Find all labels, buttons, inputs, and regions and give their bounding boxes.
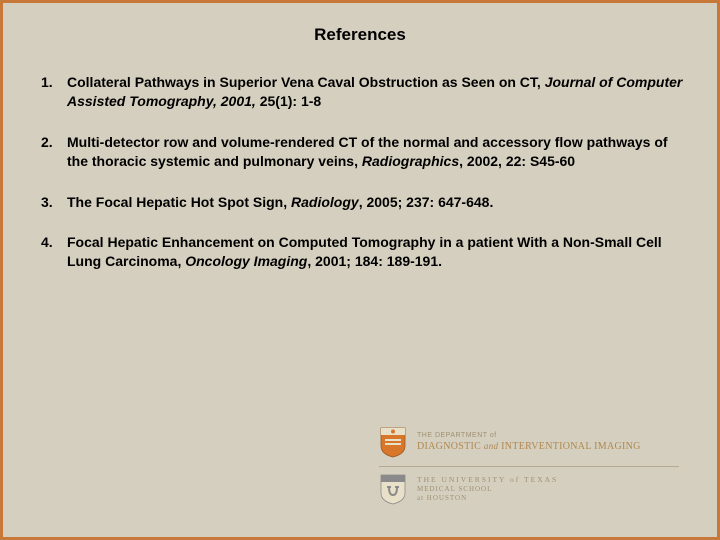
references-list: 1. Collateral Pathways in Superior Vena … [3, 73, 717, 271]
reference-text-main: Collateral Pathways in Superior Vena Cav… [67, 74, 545, 90]
reference-text: Focal Hepatic Enhancement on Computed To… [67, 233, 687, 271]
reference-item: 2. Multi-detector row and volume-rendere… [41, 133, 687, 171]
reference-item: 1. Collateral Pathways in Superior Vena … [41, 73, 687, 111]
reference-text: Collateral Pathways in Superior Vena Cav… [67, 73, 687, 111]
reference-text: Multi-detector row and volume-rendered C… [67, 133, 687, 171]
university-text: THE UNIVERSITY of TEXAS MEDICAL SCHOOL a… [417, 475, 558, 503]
department-logo-row: THE DEPARTMENT of DIAGNOSTIC and INTERVE… [379, 422, 679, 462]
reference-number: 2. [41, 133, 67, 171]
department-text: THE DEPARTMENT of DIAGNOSTIC and INTERVE… [417, 431, 641, 453]
university-name: THE UNIVERSITY of TEXAS [417, 475, 558, 484]
institution-logo-block: THE DEPARTMENT of DIAGNOSTIC and INTERVE… [379, 422, 679, 509]
reference-number: 4. [41, 233, 67, 271]
reference-citation: , 2005; 237: 647-648. [359, 194, 494, 210]
department-name: DIAGNOSTIC and INTERVENTIONAL IMAGING [417, 440, 641, 453]
reference-citation: , 2001; 184: 189-191. [307, 253, 442, 269]
reference-journal: Radiology [291, 194, 359, 210]
shield-icon [379, 426, 407, 458]
university-school: MEDICAL SCHOOL at HOUSTON [417, 485, 558, 503]
shield-icon [379, 473, 407, 505]
department-prefix: THE DEPARTMENT of [417, 431, 641, 440]
reference-item: 3. The Focal Hepatic Hot Spot Sign, Radi… [41, 193, 687, 212]
reference-number: 3. [41, 193, 67, 212]
reference-item: 4. Focal Hepatic Enhancement on Computed… [41, 233, 687, 271]
page-title: References [3, 25, 717, 45]
reference-text: The Focal Hepatic Hot Spot Sign, Radiolo… [67, 193, 687, 212]
university-logo-row: THE UNIVERSITY of TEXAS MEDICAL SCHOOL a… [379, 466, 679, 509]
reference-number: 1. [41, 73, 67, 111]
reference-text-main: The Focal Hepatic Hot Spot Sign, [67, 194, 291, 210]
reference-citation: , 2002, 22: S45-60 [459, 153, 575, 169]
reference-journal: Radiographics [362, 153, 459, 169]
reference-citation: 25(1): 1-8 [260, 93, 321, 109]
reference-journal: Oncology Imaging [185, 253, 307, 269]
